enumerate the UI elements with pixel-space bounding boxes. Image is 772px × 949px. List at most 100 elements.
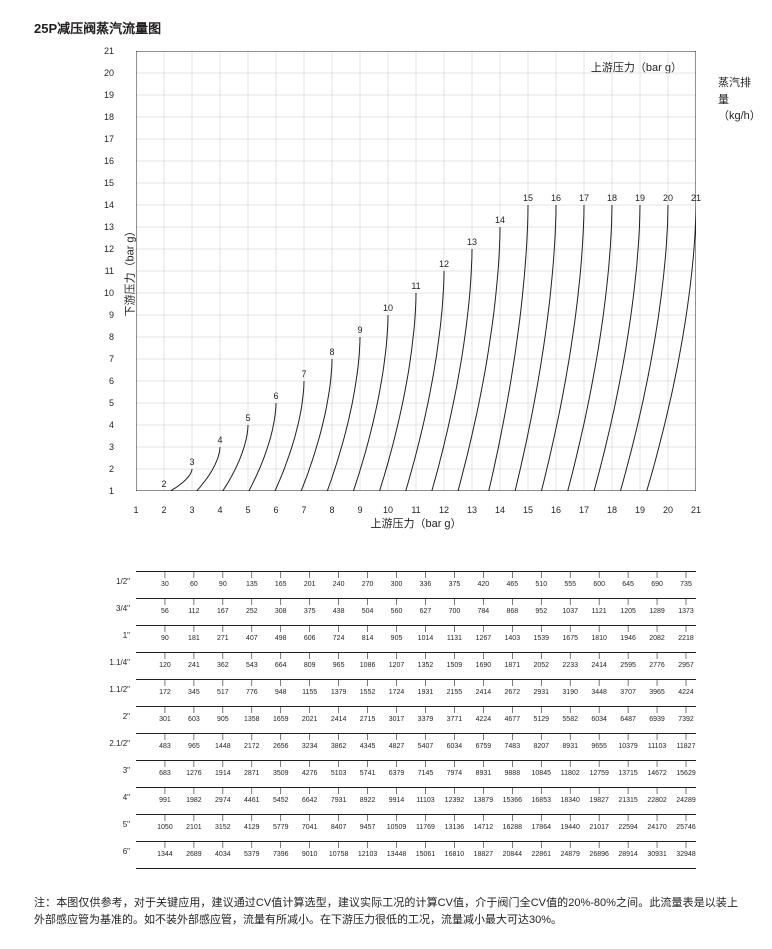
pipe-size: 1/2" (102, 577, 130, 586)
y-tick: 17 (104, 134, 114, 144)
y-tick: 12 (104, 244, 114, 254)
x-tick: 8 (329, 505, 334, 515)
y-tick: 15 (104, 178, 114, 188)
curve-label: 2 (161, 479, 166, 489)
curve-label: 9 (357, 325, 362, 335)
curve-label: 8 (329, 347, 334, 357)
pipe-size: 1.1/2" (102, 685, 130, 694)
x-tick: 20 (663, 505, 673, 515)
curve-label: 6 (273, 391, 278, 401)
ruler-ticks (136, 572, 696, 598)
pipe-size: 5" (102, 820, 130, 829)
flow-row: 5"10502101315241295779704184079457105091… (136, 814, 696, 841)
flow-row: 3/4"561121672523083754385045606277007848… (136, 598, 696, 625)
y-tick: 13 (104, 222, 114, 232)
x-tick: 15 (523, 505, 533, 515)
ruler-ticks (136, 815, 696, 841)
curve-label: 18 (607, 193, 617, 203)
x-tick: 3 (189, 505, 194, 515)
flow-row: 3"68312761914287135094276510357416379714… (136, 760, 696, 787)
curve-label: 21 (691, 193, 701, 203)
y-tick: 7 (109, 354, 114, 364)
x-tick: 13 (467, 505, 477, 515)
flow-row: 2.1/2"4839651448217226563234386243454827… (136, 733, 696, 760)
pipe-size: 3" (102, 766, 130, 775)
curve-label: 11 (411, 281, 420, 291)
y-tick: 9 (109, 310, 114, 320)
curve-label: 14 (495, 215, 505, 225)
x-tick: 11 (411, 505, 420, 515)
pipe-size: 6" (102, 847, 130, 856)
pipe-size: 2.1/2" (102, 739, 130, 748)
y-tick: 1 (109, 486, 114, 496)
curve-label: 3 (189, 457, 194, 467)
flow-row: 4"99119822974446154526642793189229914111… (136, 787, 696, 814)
steam-label: 蒸汽排量（kg/h） (718, 75, 761, 125)
x-tick: 14 (495, 505, 505, 515)
ruler-ticks (136, 734, 696, 760)
curve-label: 7 (301, 369, 306, 379)
x-tick: 16 (551, 505, 561, 515)
flow-row: 1.1/4"1202413625436648099651086120713521… (136, 652, 696, 679)
x-tick: 18 (607, 505, 617, 515)
curve-label: 16 (551, 193, 561, 203)
y-tick: 2 (109, 464, 114, 474)
ruler-ticks (136, 842, 696, 868)
y-tick: 16 (104, 156, 114, 166)
y-tick: 18 (104, 112, 114, 122)
flow-row: 1"90181271407498606724814905101411311267… (136, 625, 696, 652)
y-tick: 11 (105, 266, 114, 276)
flow-row: 1/2"306090135165201240270300336375420465… (136, 571, 696, 598)
curve-label: 12 (439, 259, 449, 269)
curve-label: 13 (467, 237, 477, 247)
curve-label: 17 (579, 193, 589, 203)
ruler-ticks (136, 653, 696, 679)
x-tick: 1 (133, 505, 138, 515)
x-tick: 17 (579, 505, 589, 515)
flow-row: 6"13442689403453797396901010758121031344… (136, 841, 696, 869)
x-tick: 7 (301, 505, 306, 515)
page-title: 25P减压阀蒸汽流量图 (34, 18, 738, 37)
ruler-ticks (136, 707, 696, 733)
pipe-size: 1.1/4" (102, 658, 130, 667)
x-tick: 9 (357, 505, 362, 515)
x-tick: 19 (635, 505, 645, 515)
y-tick: 4 (109, 420, 114, 430)
ruler-ticks (136, 788, 696, 814)
chart-wrapper: 下游压力（bar g） 上游压力（bar g） 1234567891011121… (136, 51, 696, 869)
ruler-ticks (136, 599, 696, 625)
x-tick: 2 (161, 505, 166, 515)
chart-curves (136, 51, 696, 491)
x-axis-label: 上游压力（bar g） (136, 515, 696, 531)
y-tick: 20 (104, 68, 114, 78)
flow-tables: 蒸汽排量（kg/h） 1/2"3060901351652012402703003… (136, 571, 696, 869)
y-tick: 5 (109, 398, 114, 408)
x-tick: 4 (217, 505, 222, 515)
pipe-size: 4" (102, 793, 130, 802)
pipe-size: 2" (102, 712, 130, 721)
y-tick: 21 (104, 46, 114, 56)
x-tick: 12 (439, 505, 449, 515)
y-tick: 10 (104, 288, 114, 298)
x-tick: 6 (273, 505, 278, 515)
ruler-ticks (136, 626, 696, 652)
flow-chart: 下游压力（bar g） 上游压力（bar g） 1234567891011121… (136, 51, 696, 491)
y-tick: 3 (109, 442, 114, 452)
curve-label: 5 (245, 413, 250, 423)
x-tick: 21 (691, 505, 701, 515)
curve-label: 4 (217, 435, 222, 445)
y-tick: 19 (104, 90, 114, 100)
y-tick: 8 (109, 332, 114, 342)
curve-label: 19 (635, 193, 645, 203)
x-tick: 10 (383, 505, 393, 515)
ruler-ticks (136, 680, 696, 706)
y-tick: 6 (109, 376, 114, 386)
curve-label: 20 (663, 193, 673, 203)
x-tick: 5 (245, 505, 250, 515)
pipe-size: 3/4" (102, 604, 130, 613)
pipe-size: 1" (102, 631, 130, 640)
y-tick: 14 (104, 200, 114, 210)
flow-row: 1.1/2"1723455177769481155137915521724193… (136, 679, 696, 706)
curve-label: 15 (523, 193, 533, 203)
footnote: 注：本图仅供参考，对于关键应用，建议通过CV值计算选型，建议实际工况的计算CV值… (34, 895, 738, 929)
